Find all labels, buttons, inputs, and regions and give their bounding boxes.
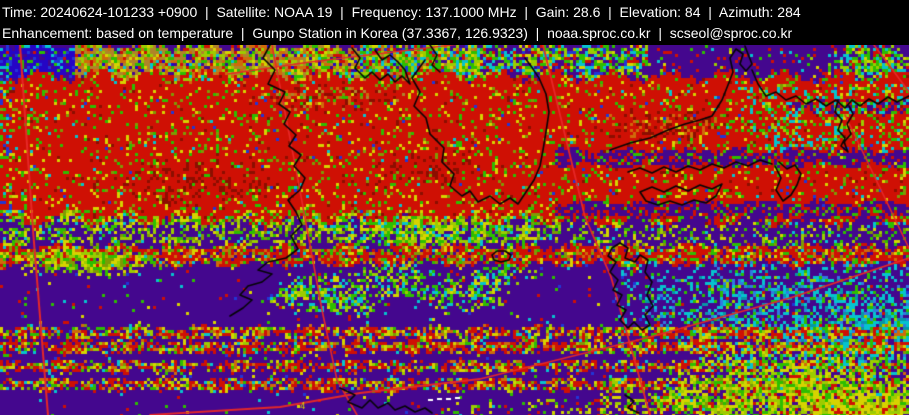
telemetry-line-2: Enhancement: based on temperature | Gunp…: [2, 25, 793, 41]
telemetry-line-1: Time: 20240624-101233 +0900 | Satellite:…: [2, 4, 801, 20]
telemetry-header: Time: 20240624-101233 +0900 | Satellite:…: [0, 0, 909, 45]
satellite-image-canvas: [0, 45, 909, 415]
